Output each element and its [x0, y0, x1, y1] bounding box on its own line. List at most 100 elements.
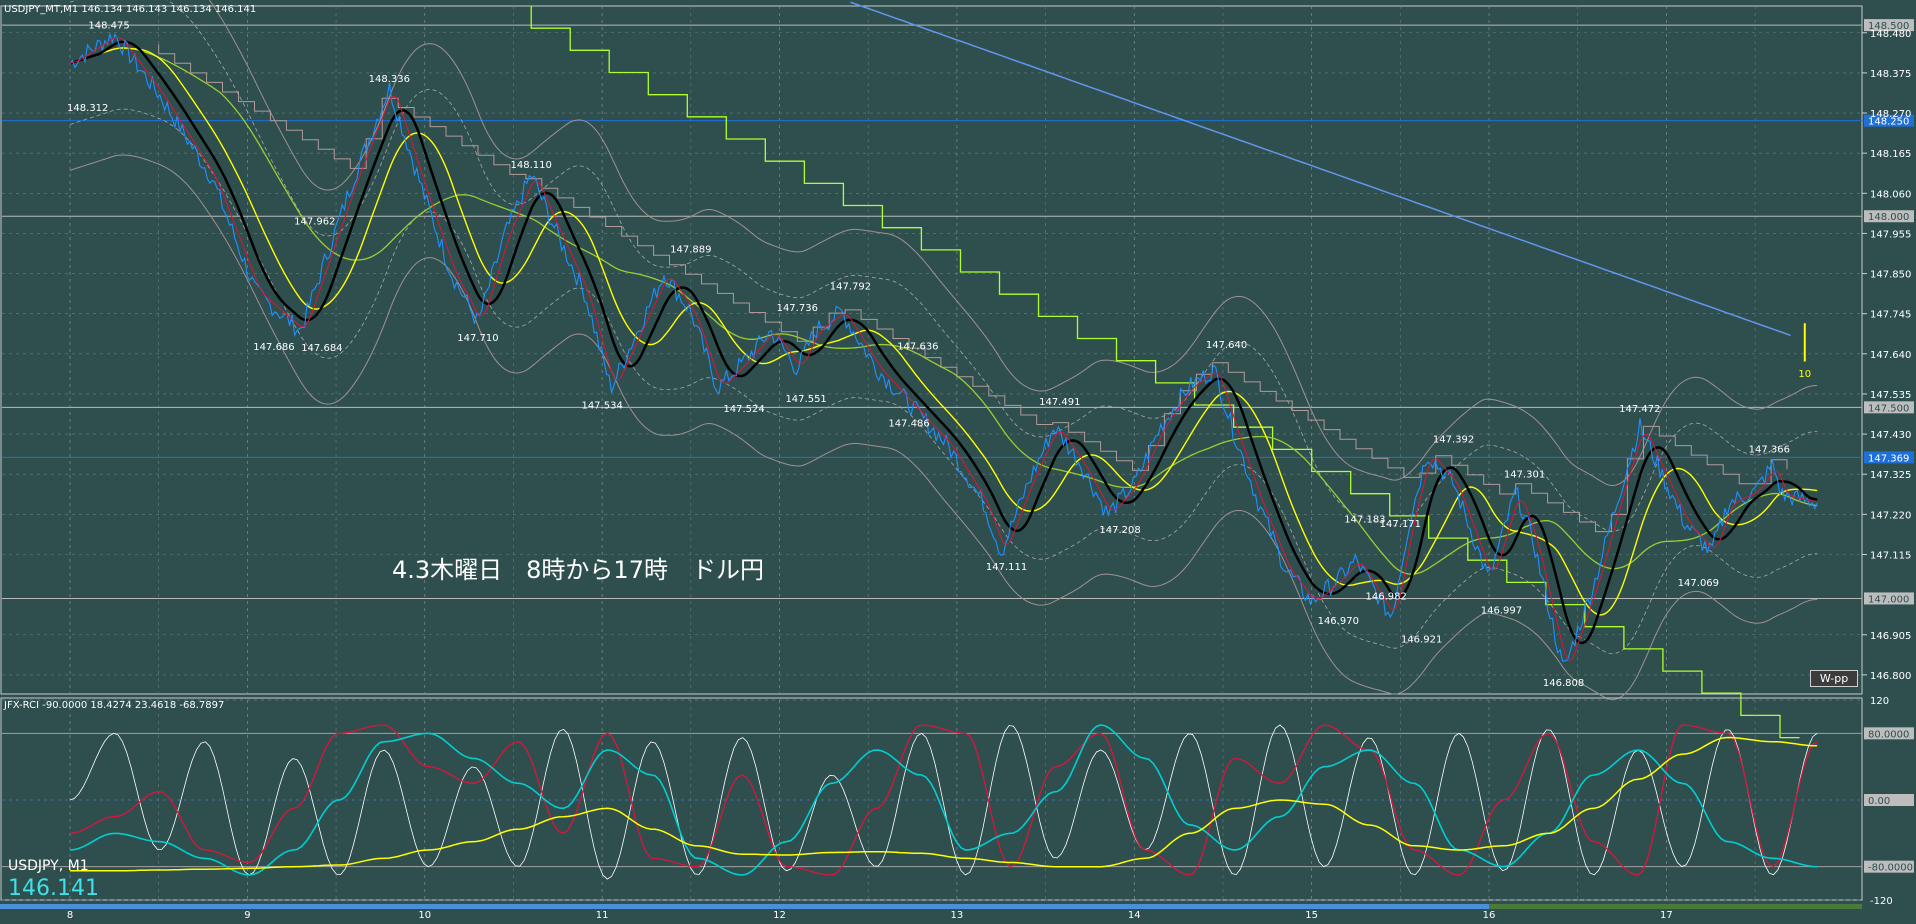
- price-tick-label: 148.375: [1870, 69, 1911, 80]
- level-tag: [1864, 401, 1914, 414]
- rci-series-line: [69, 724, 1818, 876]
- price-point-label: 148.336: [369, 74, 410, 85]
- price-tick-label: 147.430: [1870, 430, 1911, 441]
- price-point-label: 146.808: [1543, 678, 1584, 689]
- price-point-label: 148.312: [67, 103, 108, 114]
- level-tag-label: 148.250: [1868, 117, 1909, 128]
- level-tag-label: 148.000: [1868, 212, 1909, 223]
- time-axis-label: 8: [67, 910, 73, 920]
- rci-tick-label: 120: [1870, 696, 1889, 707]
- price-tick-label: 148.060: [1870, 189, 1911, 200]
- time-axis-bar: [0, 904, 1490, 909]
- price-tick-label: 146.800: [1870, 671, 1911, 682]
- price-series: [69, 32, 1818, 662]
- point-labels: 148.475 148.312 148.336 147.962 147.686 147.6…: [67, 21, 1790, 689]
- price-point-label: 147.736: [777, 303, 818, 314]
- price-point-label: 147.392: [1433, 435, 1474, 446]
- yellow-ma: [69, 47, 1818, 616]
- time-axis-label: 16: [1483, 910, 1496, 920]
- time-axis-label: 14: [1128, 910, 1141, 920]
- level-tag: [1864, 210, 1914, 223]
- rci-axis: 120 80.0000 0.00 -80.0000 -120: [1864, 696, 1914, 907]
- price-point-label: 147.491: [1039, 397, 1080, 408]
- price-tick-label: 146.905: [1870, 631, 1911, 642]
- price-point-label: 146.921: [1401, 635, 1442, 646]
- rci-series-line: [69, 724, 1818, 876]
- level-tag-label: 147.369: [1868, 453, 1909, 464]
- rci-level-tag: [1864, 794, 1914, 806]
- price-point-label: 147.534: [581, 400, 622, 411]
- level-tag: [1864, 592, 1914, 605]
- price-point-label: 147.183: [1344, 514, 1385, 525]
- time-axis: 8 9 10 11 12 13 14 15 16 17: [0, 904, 1916, 921]
- price-point-label: 147.366: [1749, 445, 1790, 456]
- price-point-label: 147.686: [253, 342, 294, 353]
- price-tick-label: 147.220: [1870, 510, 1911, 521]
- level-tag: [1864, 114, 1914, 127]
- envelope-band: [69, 154, 1818, 701]
- price-point-label: 147.486: [888, 419, 929, 430]
- price-point-label: 146.970: [1318, 616, 1359, 627]
- price-point-label: 147.171: [1380, 519, 1421, 530]
- price-point-label: 147.684: [301, 343, 342, 354]
- black-ma: [69, 40, 1818, 645]
- rci-series-line: [70, 736, 1818, 872]
- price-point-label: 147.792: [830, 282, 871, 293]
- time-axis-label: 12: [773, 910, 786, 920]
- price-axis: 148.480 148.375 148.270 148.165 148.060 147.9…: [1862, 29, 1911, 682]
- time-axis-label: 15: [1305, 910, 1318, 920]
- price-point-label: 146.997: [1481, 606, 1522, 617]
- rci-tick-label: -120: [1870, 896, 1893, 907]
- price-point-label: 147.889: [670, 245, 711, 256]
- time-axis-bar: [1489, 904, 1862, 909]
- price-point-label: 147.208: [1099, 525, 1140, 536]
- price-point-label: 147.301: [1504, 469, 1545, 480]
- rci-level-label: -80.0000: [1868, 863, 1913, 874]
- price-tick-label: 147.535: [1870, 390, 1911, 401]
- time-axis-label: 13: [951, 910, 964, 920]
- end-marker-label: 10: [1798, 369, 1811, 380]
- price-tick-label: 147.850: [1870, 270, 1911, 281]
- time-axis-label: 10: [418, 910, 431, 920]
- level-tag-label: 147.500: [1868, 403, 1909, 414]
- price-point-label: 147.111: [986, 562, 1027, 573]
- rci-level-tag: [1864, 727, 1914, 740]
- price-point-label: 147.472: [1619, 404, 1660, 415]
- price-tick-label: 147.745: [1870, 310, 1911, 321]
- level-tag: [1864, 451, 1914, 464]
- price-levels: 148.500 148.250 148.000 147.500 147.369 147.0…: [2, 19, 1914, 605]
- time-axis-label: 17: [1660, 910, 1673, 920]
- price-tick-label: 147.640: [1870, 350, 1911, 361]
- red-ma: [69, 36, 1818, 661]
- rci-series: [69, 724, 1818, 880]
- rci-level-tag: [1864, 860, 1914, 873]
- price-point-label: 147.636: [897, 341, 938, 352]
- time-axis-label: 11: [596, 910, 609, 920]
- price-tick-label: 148.270: [1870, 109, 1911, 120]
- level-tag-label: 148.500: [1868, 21, 1909, 32]
- envelope-band: [208, 0, 1818, 487]
- price-point-label: 147.524: [723, 404, 764, 415]
- price-tick-label: 147.955: [1870, 229, 1911, 240]
- wpp-button[interactable]: W-pp: [1810, 670, 1858, 687]
- price-point-label: 147.962: [294, 217, 335, 228]
- price-point-label: 148.110: [511, 160, 552, 171]
- green-ma: [69, 47, 1818, 575]
- price-line: [69, 32, 1818, 662]
- price-point-label: 148.475: [88, 21, 129, 32]
- main-indicators: 10: [69, 0, 1818, 739]
- symbol-label: USDJPY, M1: [8, 858, 89, 874]
- rci-panel-frame: [0, 697, 1863, 901]
- envelope-band-dashed: [69, 0, 1818, 532]
- price-point-label: 146.982: [1365, 591, 1406, 602]
- time-axis-label: 9: [244, 910, 250, 920]
- price-tick-label: 147.115: [1870, 550, 1911, 561]
- trailing-stair: [158, 44, 1788, 533]
- rci-header: JFX-RCI -90.0000 18.4274 23.4618 -68.789…: [4, 700, 225, 711]
- main-panel-frame: [0, 5, 1863, 695]
- main-chart-header: USDJPY_MT,M1 146.134 146.143 146.134 146…: [4, 4, 257, 15]
- level-tag: [1864, 19, 1914, 32]
- price-point-label: 147.069: [1678, 578, 1719, 589]
